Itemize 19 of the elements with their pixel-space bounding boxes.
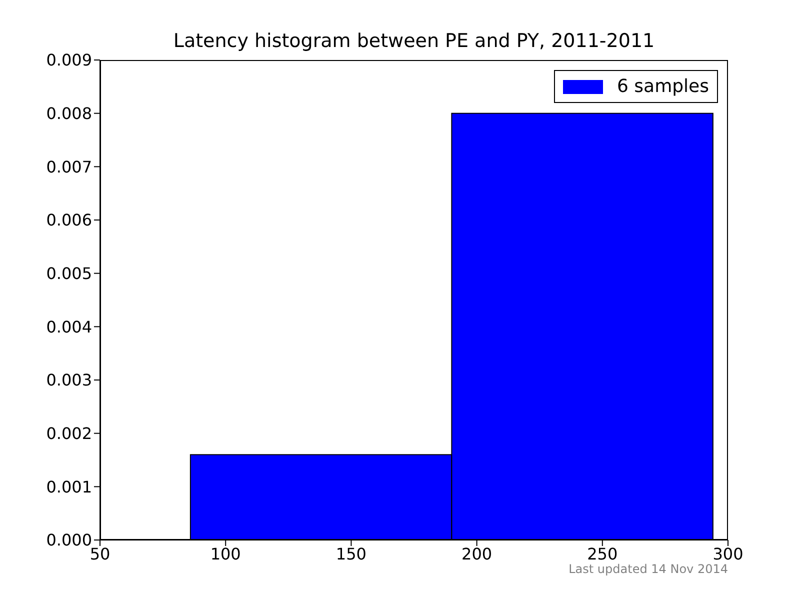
- x-tick-label: 200: [462, 544, 492, 564]
- y-tick-label: 0.000: [46, 530, 92, 550]
- x-tick-label: 100: [210, 544, 241, 564]
- y-tick-label: 0.002: [46, 424, 92, 444]
- y-tick-label: 0.007: [46, 157, 92, 176]
- legend-label: 6 samples: [617, 76, 709, 97]
- chart-title: Latency histogram between PE and PY, 2011-2011: [172, 30, 656, 52]
- y-tick-label: 0.003: [46, 370, 92, 390]
- text: Last updated 14 Nov 2014: [568, 562, 728, 576]
- y-tick-label: 0.006: [46, 210, 92, 230]
- x-tick-label: 50: [90, 544, 110, 564]
- y-tick-label: 0.001: [46, 477, 92, 496]
- y-tick-label: 0.008: [46, 104, 92, 124]
- y-tick-label: 0.009: [46, 50, 92, 70]
- x-tick-label: 250: [587, 544, 618, 564]
- x-tick-label: 150: [336, 544, 366, 564]
- y-tick-label: 0.005: [46, 264, 92, 284]
- y-tick-label: 0.004: [46, 317, 92, 336]
- x-tick-label: 300: [712, 544, 744, 564]
